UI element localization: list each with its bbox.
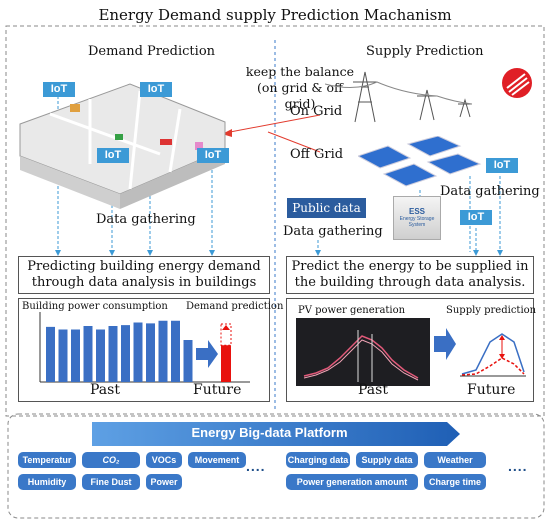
iot-sensor-badge: IoT	[43, 82, 75, 97]
demand-data-gathering-label: Data gathering	[96, 212, 196, 227]
demand-chart-label: Building power consumption	[22, 301, 168, 312]
demand-bar	[108, 326, 118, 382]
demand-bar	[58, 329, 68, 382]
public-data-gathering-label: Data gathering	[283, 224, 383, 239]
public-data-badge: Public data	[287, 198, 366, 218]
chip-vocs: VOCs	[146, 452, 182, 468]
chip-power-generation-amount: Power generation amount	[286, 474, 418, 490]
demand-bar	[183, 340, 193, 382]
supply-prediction-label: Supply prediction	[446, 305, 537, 316]
pv-generation-label: PV power generation	[298, 305, 406, 316]
demand-bar	[83, 326, 93, 382]
supply-heading: Supply Prediction	[366, 44, 484, 59]
supply-past-label: Past	[358, 382, 388, 398]
demand-bar	[171, 320, 180, 382]
arrow-up-icon	[222, 325, 230, 330]
demand-bar	[146, 323, 155, 382]
chip-movement: Movement	[188, 452, 246, 468]
page-title: Energy Demand supply Prediction Machanis…	[98, 6, 452, 24]
chip-charging-data: Charging data	[286, 452, 350, 468]
more-indicator: ....	[246, 458, 266, 474]
platform-title: Energy Big-data Platform	[191, 425, 348, 440]
arrow-right-icon	[434, 328, 456, 360]
iot-sensor-badge: IoT	[486, 158, 518, 173]
demand-prediction-label: Demand prediction	[186, 301, 284, 312]
company-logo-icon	[502, 68, 532, 98]
chip-fine-dust: Fine Dust	[82, 474, 140, 490]
supply-data-gathering-label: Data gathering	[440, 184, 540, 199]
chip-charge-time: Charge time	[424, 474, 486, 490]
off-grid-label: Off Grid	[290, 147, 344, 162]
chip-temperature: Temperatur	[18, 452, 76, 468]
chip-weather: Weather	[424, 452, 486, 468]
iot-sensor-badge: IoT	[197, 148, 229, 163]
supply-prediction-box: Predict the energy to be supplied in the…	[286, 256, 534, 294]
ess-sublabel: Energy Storage System	[399, 216, 435, 228]
chip-co2: CO₂	[82, 452, 140, 468]
ess-label: ESS	[408, 207, 425, 216]
demand-bar	[71, 329, 80, 382]
demand-bar	[121, 325, 130, 382]
demand-bar	[158, 320, 168, 382]
demand-prediction-box: Predicting building energy demand throug…	[18, 256, 270, 294]
chip-supply-data: Supply data	[356, 452, 418, 468]
demand-heading: Demand Prediction	[88, 44, 216, 59]
more-indicator: ....	[508, 458, 528, 474]
balance-label: keep the balance (on grid & off grid)	[245, 64, 355, 111]
demand-past-label: Past	[90, 382, 120, 398]
ess-storage-unit: ESS Energy Storage System	[393, 196, 441, 240]
chip-power: Power	[146, 474, 182, 490]
demand-bar	[133, 322, 143, 382]
solar-panels-illustration	[358, 136, 482, 187]
chip-humidity: Humidity	[18, 474, 76, 490]
supply-prediction-chart	[434, 328, 526, 377]
on-grid-label: On Grid	[290, 104, 343, 119]
demand-bar	[96, 329, 105, 382]
building-floorplan-illustration	[19, 83, 226, 209]
platform-banner-arrow	[92, 422, 460, 446]
supply-future-label: Future	[467, 382, 516, 398]
pv-generation-chart-thumbnail	[296, 318, 430, 386]
demand-prediction-range	[220, 323, 232, 346]
iot-sensor-badge: IoT	[140, 82, 172, 97]
demand-future-label: Future	[193, 382, 242, 398]
power-transmission-towers	[325, 71, 473, 123]
iot-sensor-badge: IoT	[97, 148, 129, 163]
iot-sensor-badge: IoT	[460, 210, 492, 225]
arrow-right-icon	[196, 340, 218, 368]
demand-bar-chart	[39, 312, 250, 383]
demand-bar	[46, 326, 55, 382]
demand-prediction-bar	[221, 345, 231, 382]
